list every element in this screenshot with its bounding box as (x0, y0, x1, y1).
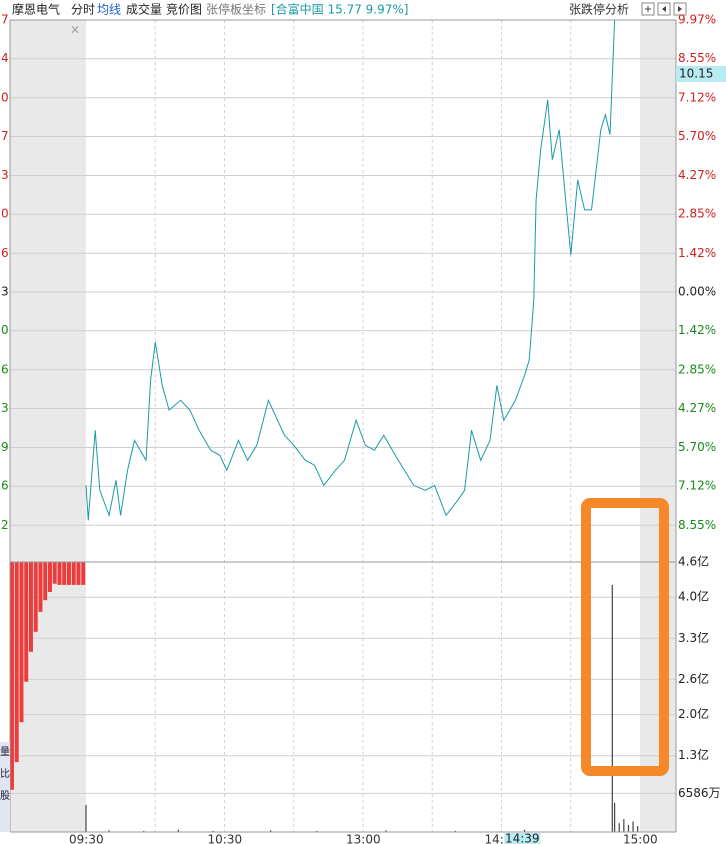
cursor-label-box (504, 833, 541, 844)
auction-bar (38, 562, 43, 612)
volume-bar (637, 826, 639, 832)
y-tick-label: 8.55% (678, 518, 716, 532)
side-tab-bar (0, 742, 10, 832)
y-tick-label: 1.3亿 (678, 747, 709, 762)
auction-bar (71, 562, 76, 585)
volume-bar (618, 823, 620, 832)
side-tab[interactable]: 股 (0, 790, 10, 802)
auction-bar (14, 562, 19, 763)
volume-bar (627, 824, 630, 832)
volume-bar (611, 584, 613, 832)
auction-bar (62, 562, 67, 585)
volume-bar (623, 819, 625, 832)
volume-bar (385, 830, 387, 832)
volume-bar (614, 802, 616, 832)
volume-bar (143, 830, 145, 832)
volume-bar (108, 830, 110, 832)
volume-bar (212, 830, 214, 832)
auction-bar (10, 562, 14, 790)
grid (10, 19, 676, 832)
left-tick-label: 6 (1, 362, 9, 376)
next-icon (678, 6, 682, 12)
auction-bar (29, 562, 33, 652)
left-tick-label: 9 (1, 440, 9, 454)
y-tick-label: 4.6亿 (678, 554, 709, 569)
y-tick-label: 5.70% (678, 440, 716, 454)
close-icon[interactable]: × (70, 23, 80, 37)
tab[interactable]: 成交量 (126, 2, 162, 17)
volume-bar (177, 829, 179, 832)
y-tick-label: 4.27% (678, 401, 716, 415)
volume-bar (270, 830, 272, 832)
zoom-icon (645, 6, 651, 12)
x-tick-label: 14:00 (485, 833, 520, 844)
y-tick-label: 8.55% (678, 51, 716, 65)
volume-bar (85, 805, 87, 832)
left-tick-label: 4 (1, 51, 9, 65)
x-tick-label: 10:30 (208, 833, 243, 844)
y-tick-label: 3.3亿 (678, 630, 709, 645)
left-tick-label: 7 (1, 129, 9, 143)
stock-name[interactable]: 摩恩电气 (12, 2, 60, 17)
volume-bar (523, 829, 526, 832)
auction-bar (19, 562, 24, 723)
left-tick-label: 2 (1, 518, 9, 532)
x-tick-label: 13:00 (346, 833, 381, 844)
y-tick-label: 2.6亿 (678, 671, 709, 686)
auction-bar (81, 562, 86, 585)
price-line (85, 19, 640, 521)
left-tick-label: 0 (1, 90, 9, 104)
volume-bar (316, 830, 318, 832)
left-tick-label: 0 (1, 323, 9, 337)
tab[interactable]: 张停板坐标 (206, 2, 266, 17)
y-tick-label: 5.70% (678, 129, 716, 143)
left-tick-label: 7 (1, 13, 9, 27)
left-tick-label: 3 (1, 401, 9, 415)
left-tick-label: 3 (1, 168, 9, 182)
price-label: 10.15 (679, 67, 713, 81)
cursor-label: 14:39 (505, 832, 540, 844)
auction-bar (24, 562, 29, 682)
left-tick-label: 0 (1, 207, 9, 221)
auction-bar (33, 562, 38, 632)
index-info: [合富中国 15.77 9.97%] (271, 2, 408, 17)
y-tick-label: 2.0亿 (678, 706, 709, 721)
marks (10, 19, 640, 832)
volume-bar (632, 821, 634, 832)
side-tab[interactable]: 量 (0, 746, 10, 758)
side-tab[interactable]: 比 (0, 768, 10, 780)
auction-bar (76, 562, 81, 585)
y-tick-label: 1.42% (678, 323, 716, 337)
y-tick-label: 9.97% (678, 13, 716, 27)
x-tick-label: 15:00 (623, 833, 658, 844)
price-label-box (676, 66, 726, 82)
auction-bar (52, 562, 57, 584)
auction-bar (67, 562, 71, 585)
highlight-box (581, 498, 669, 776)
auction-bar (48, 562, 52, 592)
y-tick-label: 7.12% (678, 479, 716, 493)
tab[interactable]: 分时 (71, 3, 95, 17)
y-tick-label: 4.27% (678, 168, 716, 182)
auction-bar (57, 562, 62, 585)
post-market-area (640, 20, 676, 832)
y-tick-label: 2.85% (678, 362, 716, 376)
prev-icon (662, 6, 666, 12)
auction-bar (43, 562, 48, 601)
y-tick-label: 6586万 (678, 786, 721, 800)
volume-bar (454, 830, 456, 832)
left-tick-label: 3 (1, 285, 9, 299)
y-tick-label: 2.85% (678, 207, 716, 221)
y-tick-label: 4.0亿 (678, 589, 709, 604)
left-tick-label: 6 (1, 246, 9, 260)
y-tick-label: 0.00% (678, 285, 716, 299)
y-tick-label: 7.12% (678, 90, 716, 104)
y-tick-label: 1.42% (678, 246, 716, 260)
x-tick-label: 09:30 (69, 833, 104, 844)
analysis-button[interactable]: 张跌停分析 (569, 2, 629, 17)
left-tick-label: 6 (1, 479, 9, 493)
tab[interactable]: 竞价图 (166, 3, 202, 17)
tab[interactable]: 均线 (97, 3, 121, 17)
